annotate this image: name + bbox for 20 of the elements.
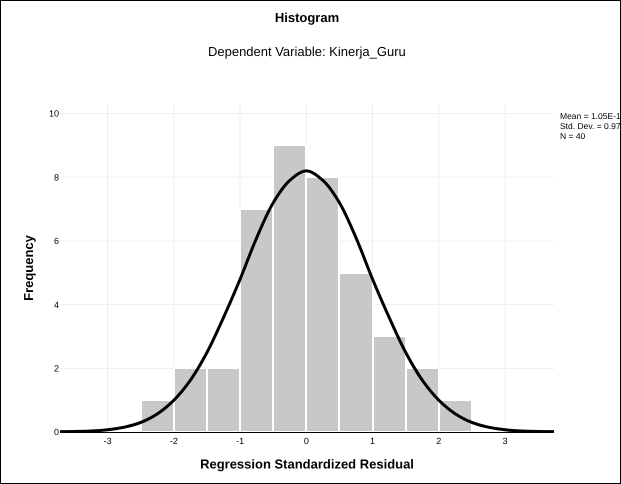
y-tick-label: 8	[54, 172, 59, 182]
y-tick-label: 10	[48, 108, 59, 119]
x-tick-label: -2	[170, 436, 178, 446]
x-axis-title: Regression Standardized Residual	[200, 456, 414, 472]
x-tick-label: 1	[370, 436, 376, 446]
chart-title: Histogram	[274, 10, 340, 26]
y-tick-label: 6	[54, 236, 59, 246]
x-tick-label: 2	[436, 436, 442, 446]
chart-subtitle: Dependent Variable: Kinerja_Guru	[208, 44, 406, 59]
x-tick-label: 3	[502, 436, 508, 446]
y-tick-label: 2	[54, 363, 59, 374]
text: Std. Dev. = 0.97	[560, 121, 621, 131]
text: N = 40	[560, 131, 586, 141]
y-axis-title: Frequency	[20, 234, 36, 301]
x-tick-label: 0	[304, 436, 309, 446]
y-tick-label: 4	[54, 300, 59, 310]
x-tick-label: -3	[104, 436, 112, 446]
y-tick-label: 0	[54, 427, 59, 438]
x-tick-label: -1	[236, 436, 244, 446]
text: Mean = 1.05E-1	[560, 111, 621, 121]
